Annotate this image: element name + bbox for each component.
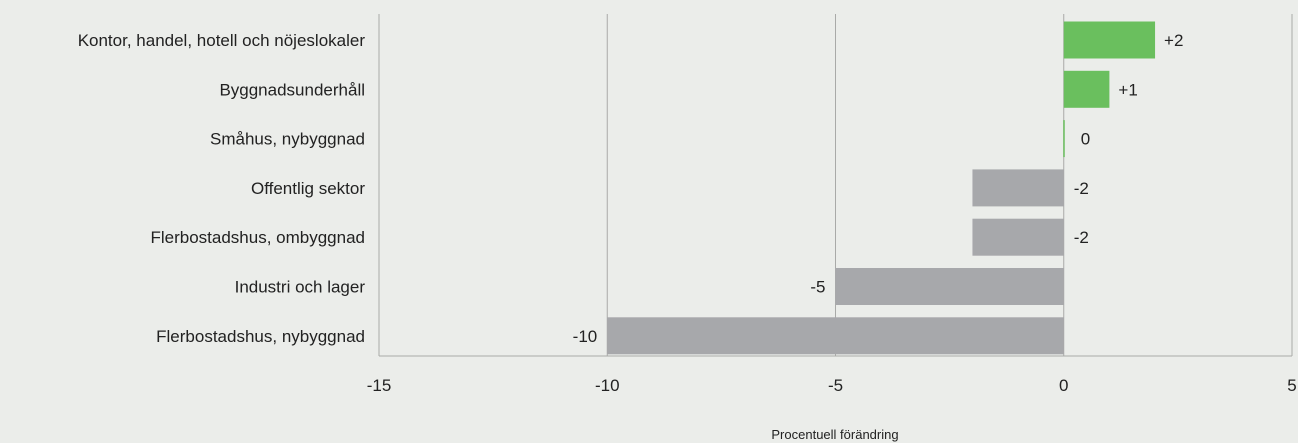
category-label: Industri och lager [235,278,366,297]
bar [1063,21,1156,59]
x-tick-label: -15 [367,376,392,395]
category-label: Kontor, handel, hotell och nöjeslokaler [78,31,366,50]
bars [607,21,1156,355]
x-tick-label: -10 [595,376,620,395]
x-tick-label: 0 [1059,376,1068,395]
data-label: -10 [573,327,598,346]
category-label: Småhus, nybyggnad [210,130,365,149]
data-label: +2 [1164,31,1183,50]
category-label: Byggnadsunderhåll [219,80,365,99]
bar [835,268,1064,305]
bar [607,317,1064,355]
x-axis-title: Procentuell förändring [771,427,898,442]
value-labels: +2 +1 0 -2 -2 -5 -10 [573,31,1184,346]
x-tick-label: 5 [1287,376,1296,395]
data-label: -2 [1074,179,1089,198]
bar [972,169,1064,207]
category-label: Flerbostadshus, nybyggnad [156,327,365,346]
category-label: Offentlig sektor [251,179,365,198]
bar [972,218,1064,256]
data-label: +1 [1118,80,1137,99]
x-tick-labels: -15 -10 -5 0 5 [367,376,1297,395]
data-label: -5 [810,278,825,297]
x-tick-label: -5 [828,376,843,395]
category-labels: Kontor, handel, hotell och nöjeslokaler B… [78,31,366,346]
bar [1063,70,1110,108]
category-label: Flerbostadshus, ombyggnad [150,228,365,247]
data-label: -2 [1074,228,1089,247]
bar [1063,120,1065,158]
data-label: 0 [1081,130,1090,149]
